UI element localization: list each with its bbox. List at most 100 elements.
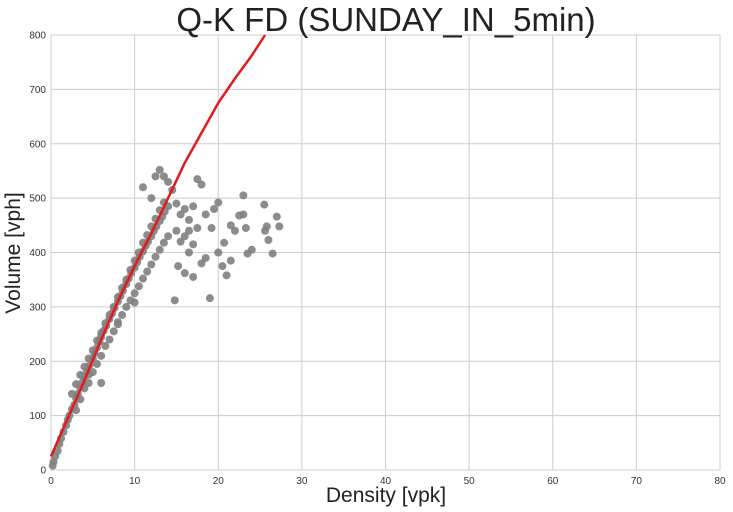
scatter-point bbox=[151, 172, 160, 181]
scatter-point bbox=[201, 210, 210, 219]
scatter-point bbox=[272, 212, 281, 221]
scatter-point bbox=[92, 359, 101, 368]
scatter-point bbox=[176, 210, 185, 219]
scatter-point bbox=[176, 237, 185, 246]
scatter-point bbox=[184, 215, 193, 224]
x-tick-label: 50 bbox=[464, 476, 476, 487]
scatter-point bbox=[174, 262, 183, 271]
scatter-point bbox=[155, 245, 164, 254]
scatter-point bbox=[138, 274, 147, 283]
x-tick-label: 30 bbox=[296, 476, 308, 487]
y-tick-label: 200 bbox=[29, 357, 46, 368]
x-tick-label: 20 bbox=[213, 476, 225, 487]
scatter-point bbox=[72, 406, 81, 415]
scatter-point bbox=[207, 224, 216, 233]
y-tick-label: 700 bbox=[29, 85, 46, 96]
y-axis-label: Volume [vph] bbox=[2, 192, 25, 313]
x-axis-label: Density [vpk] bbox=[326, 484, 446, 507]
scatter-point bbox=[109, 327, 118, 336]
scatter-point bbox=[113, 320, 122, 329]
scatter-point bbox=[189, 272, 198, 281]
x-tick-label: 10 bbox=[129, 476, 141, 487]
scatter-point bbox=[226, 221, 235, 230]
fit-line bbox=[49, 34, 267, 457]
scatter-point bbox=[143, 267, 152, 276]
scatter-point bbox=[101, 342, 110, 351]
scatter-point bbox=[189, 202, 198, 211]
scatter-point bbox=[84, 379, 93, 387]
x-tick-label: 80 bbox=[714, 476, 726, 487]
scatter-point bbox=[159, 238, 168, 247]
y-tick-label: 800 bbox=[29, 31, 46, 42]
y-tick-label: 300 bbox=[29, 302, 46, 313]
scatter-point bbox=[247, 245, 256, 254]
scatter-point bbox=[268, 249, 277, 258]
plot-area-frame bbox=[50, 34, 721, 471]
scatter-point bbox=[147, 194, 156, 203]
scatter-point bbox=[67, 389, 76, 398]
scatter-point bbox=[210, 205, 219, 213]
scatter-point bbox=[172, 199, 181, 208]
scatter-point bbox=[164, 177, 173, 186]
scatter-point bbox=[172, 226, 181, 235]
y-tick-label: 600 bbox=[29, 139, 46, 150]
scatter-points bbox=[48, 165, 284, 470]
x-tick-label: 60 bbox=[547, 476, 559, 487]
scatter-point bbox=[239, 210, 248, 219]
scatter-point bbox=[262, 222, 271, 231]
scatter-point bbox=[218, 262, 227, 271]
scatter-point bbox=[230, 226, 239, 235]
scatter-point bbox=[130, 298, 139, 307]
scatter-point bbox=[138, 183, 147, 192]
scatter-point bbox=[180, 232, 189, 241]
scatter-point bbox=[97, 351, 106, 360]
scatter-point bbox=[72, 380, 81, 389]
y-tick-label: 0 bbox=[40, 466, 46, 477]
x-tick-label: 40 bbox=[380, 476, 392, 487]
y-tick-label: 400 bbox=[29, 248, 46, 259]
scatter-point bbox=[147, 260, 156, 269]
scatter-point bbox=[197, 259, 206, 268]
scatter-point bbox=[222, 271, 231, 280]
scatter-point bbox=[97, 379, 106, 387]
scatter-point bbox=[184, 226, 193, 235]
scatter-point bbox=[80, 362, 89, 371]
x-tick-label: 0 bbox=[48, 476, 54, 487]
scatter-point bbox=[105, 335, 114, 344]
x-tick-label: 70 bbox=[631, 476, 643, 487]
scatter-point bbox=[214, 248, 223, 257]
y-tick-label: 500 bbox=[29, 194, 46, 205]
y-tick-labels: 0 100 200 300 400 500 600 700 800 bbox=[29, 31, 46, 477]
scatter-point bbox=[130, 289, 139, 298]
y-tick-label: 100 bbox=[29, 411, 46, 422]
scatter-point bbox=[180, 269, 189, 278]
scatter-point bbox=[84, 354, 93, 363]
scatter-point bbox=[201, 253, 210, 262]
scatter-point bbox=[260, 200, 269, 209]
scatter-point bbox=[220, 238, 229, 247]
scatter-point bbox=[164, 232, 173, 241]
scatter-point bbox=[184, 248, 193, 257]
scatter-point bbox=[122, 302, 131, 311]
scatter-point bbox=[197, 180, 206, 189]
grid-lines bbox=[50, 34, 721, 471]
scatter-point bbox=[53, 446, 62, 455]
scatter-point bbox=[151, 252, 160, 261]
scatter-point bbox=[205, 294, 214, 303]
scatter-point bbox=[193, 175, 202, 184]
scatter-point bbox=[76, 370, 85, 379]
scatter-point bbox=[241, 224, 250, 233]
scatter-point bbox=[275, 222, 284, 231]
scatter-point bbox=[264, 235, 273, 244]
chart-title: Q-K FD (SUNDAY_IN_5min) bbox=[176, 1, 595, 38]
scatter-point bbox=[159, 172, 168, 181]
x-tick-labels: 0 10 20 30 40 50 60 70 80 bbox=[48, 476, 726, 487]
scatter-point bbox=[189, 240, 198, 249]
scatter-point bbox=[118, 311, 127, 320]
scatter-point bbox=[134, 282, 143, 291]
scatter-point bbox=[214, 198, 223, 207]
scatter-point bbox=[170, 296, 179, 305]
scatter-point bbox=[226, 256, 235, 265]
scatter-point bbox=[193, 224, 202, 233]
